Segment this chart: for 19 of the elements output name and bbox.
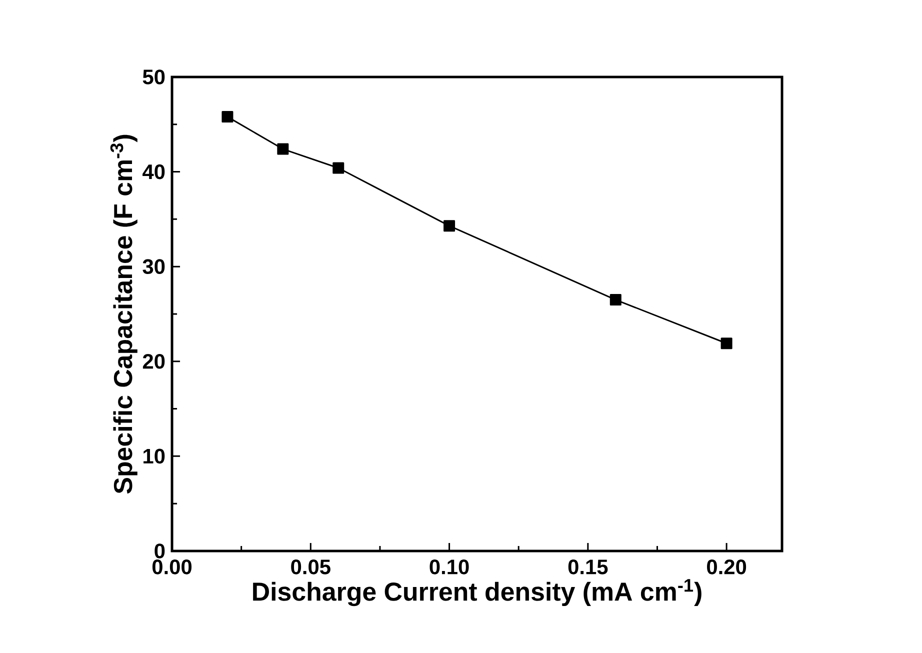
x-tick-label: 0.10 bbox=[430, 560, 469, 574]
point bbox=[610, 294, 622, 306]
y-tick-label: 20 bbox=[142, 354, 165, 369]
x-axis-title: Discharge Current density (mA cm$^{-1}$) bbox=[253, 579, 702, 606]
y-tick-label: 50 bbox=[142, 70, 165, 84]
point bbox=[720, 338, 732, 350]
point bbox=[332, 162, 344, 174]
x-tick-label: 0.05 bbox=[291, 560, 330, 574]
y-tick-label: 0 bbox=[154, 544, 165, 558]
point bbox=[277, 143, 289, 155]
point bbox=[222, 111, 234, 123]
y-tick-label: 10 bbox=[144, 448, 165, 464]
x-tick-label: 0.15 bbox=[568, 560, 608, 574]
y-axis-title: Specific Capacitance (F cm$^{-3}$) bbox=[110, 134, 138, 494]
y-tick-label: 30 bbox=[142, 259, 165, 274]
x-tick-label: 0.00 bbox=[152, 560, 192, 574]
x-tick-label: 0.20 bbox=[707, 560, 746, 574]
y-tick-label: 40 bbox=[142, 164, 165, 180]
point bbox=[444, 220, 456, 232]
